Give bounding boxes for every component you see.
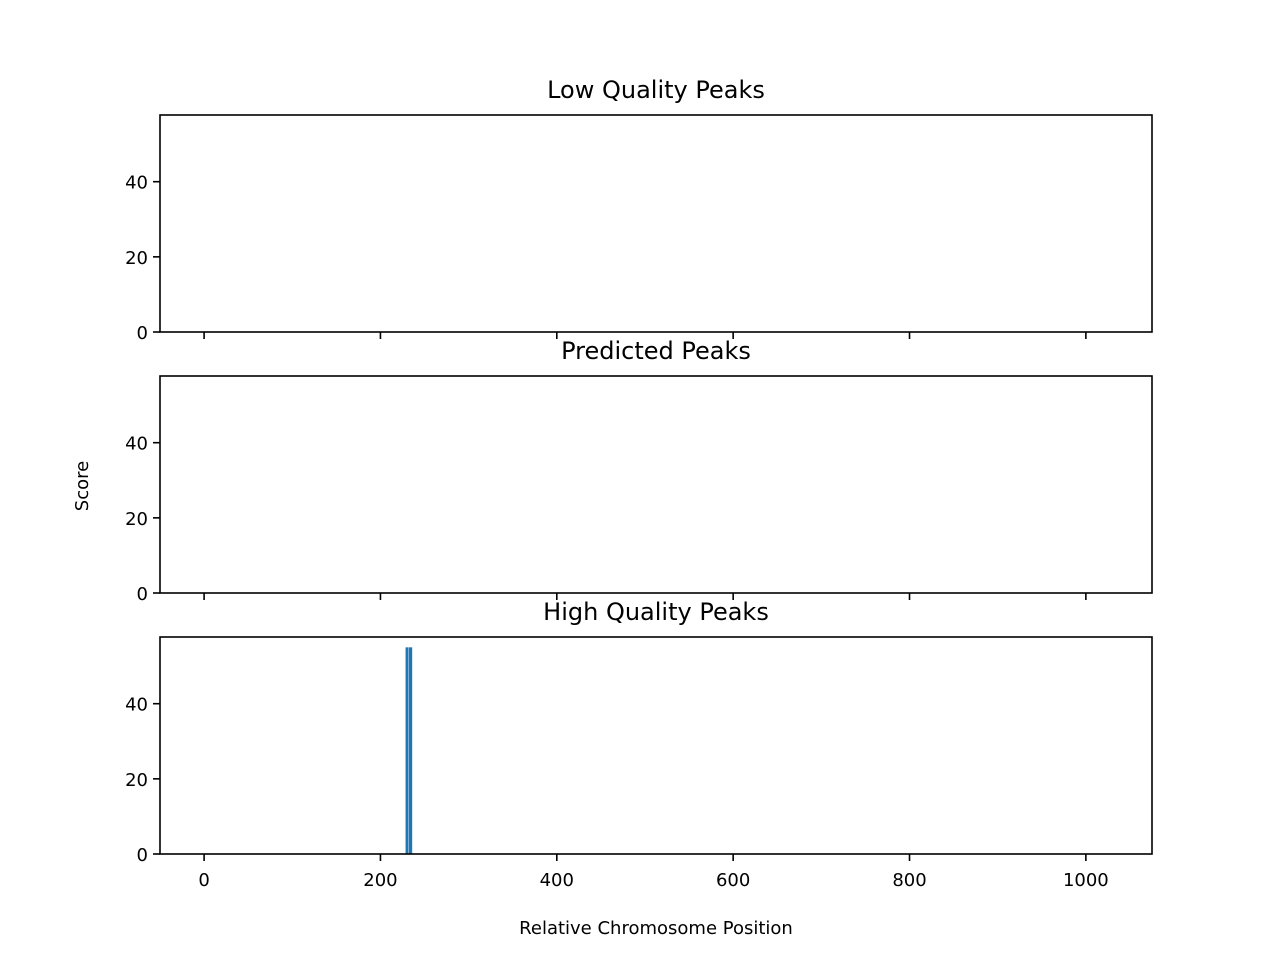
x-tick-label: 800: [892, 870, 926, 891]
panel-high-quality-peaks: High Quality Peaks Relative Chromosome P…: [125, 598, 1153, 939]
x-axis-label: Relative Chromosome Position: [519, 918, 793, 939]
panel-predicted-peaks: Predicted Peaks Score 0 20 40: [72, 337, 1153, 605]
x-tick-label: 600: [716, 870, 750, 891]
x-tick-label: 400: [540, 870, 574, 891]
y-tick-label: 0: [137, 323, 148, 344]
x-tick-label: 1000: [1063, 870, 1109, 891]
y-tick-label: 0: [137, 584, 148, 605]
y-tick-label: 0: [137, 845, 148, 866]
y-tick-label: 20: [125, 770, 148, 791]
bar: [405, 647, 409, 854]
y-tick-label: 20: [125, 248, 148, 269]
y-axis-label: Score: [72, 461, 93, 511]
bar: [408, 647, 413, 854]
panel-title: High Quality Peaks: [543, 598, 769, 626]
y-tick-label: 40: [125, 173, 148, 194]
panel-low-quality-peaks: Low Quality Peaks 0 20 40: [125, 76, 1153, 344]
plot-frame: [159, 636, 1153, 855]
panel-title: Predicted Peaks: [561, 337, 751, 365]
y-tick-label: 20: [125, 509, 148, 530]
panel-title: Low Quality Peaks: [547, 76, 765, 104]
plot-area: 0 20 40: [125, 375, 1153, 605]
x-tick-label: 0: [198, 870, 209, 891]
y-tick-label: 40: [125, 434, 148, 455]
plot-frame: [159, 114, 1153, 333]
x-tick-label: 200: [363, 870, 397, 891]
y-tick-label: 40: [125, 695, 148, 716]
plot-frame: [159, 375, 1153, 594]
plot-area: 0 20 40: [125, 114, 1153, 344]
